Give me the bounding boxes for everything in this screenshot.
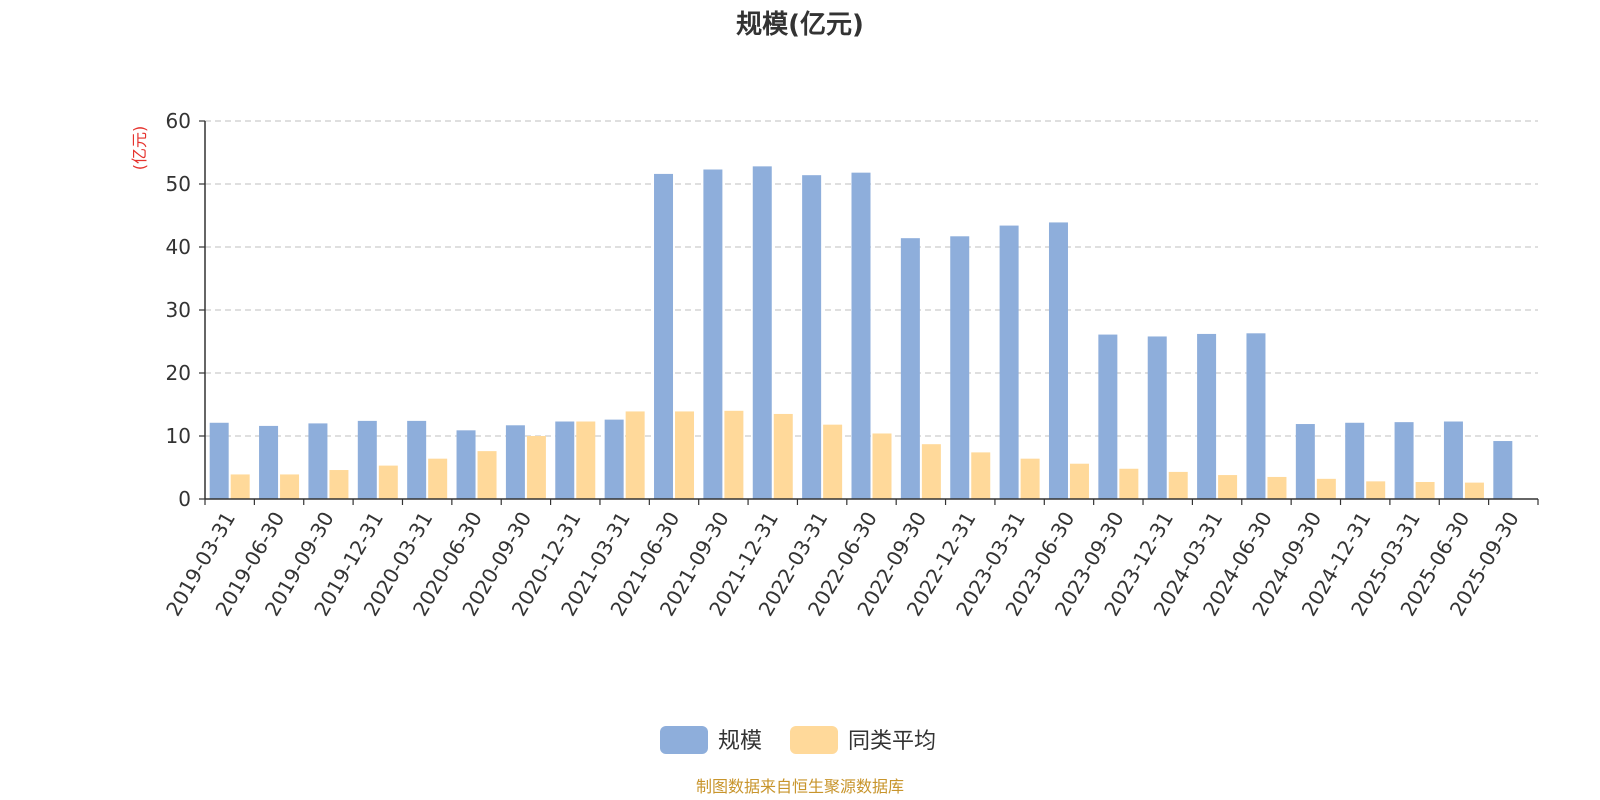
bar-peer-average (872, 433, 892, 499)
bar-peer-average (1464, 482, 1484, 499)
bar-scale (752, 166, 772, 500)
bar-peer-average (329, 470, 349, 499)
bar-peer-average (1267, 476, 1287, 499)
bar-peer-average (230, 474, 250, 499)
y-tick-label: 20 (166, 361, 191, 385)
bar-scale (357, 420, 377, 499)
y-tick-label: 50 (166, 172, 191, 196)
legend-label: 同类平均 (848, 729, 936, 754)
bar-scale (654, 173, 674, 500)
bar-scale (1048, 222, 1068, 499)
legend: 规模 同类平均 (660, 726, 936, 754)
bar-scale (1246, 333, 1266, 499)
bar-peer-average (1168, 471, 1188, 499)
bar-scale (604, 419, 624, 499)
bar-peer-average (1020, 458, 1040, 499)
bar-peer-average (526, 436, 546, 499)
y-tick-label: 0 (178, 487, 191, 511)
bar-peer-average (1069, 463, 1089, 499)
bar-peer-average (1218, 475, 1238, 499)
bars (209, 166, 1513, 500)
bar-scale (900, 238, 920, 499)
bar-peer-average (280, 474, 300, 499)
bar-peer-average (675, 411, 695, 499)
y-tick-label: 30 (166, 298, 191, 322)
bar-peer-average (1366, 481, 1386, 499)
bar-scale (1295, 424, 1315, 499)
y-axis-unit: (亿元) (130, 126, 149, 171)
bar-scale (555, 421, 575, 499)
bar-peer-average (625, 411, 645, 499)
bar-peer-average (378, 465, 398, 499)
y-tick-label: 60 (166, 109, 191, 133)
chart-title: 规模(亿元) (736, 10, 864, 40)
bar-peer-average (971, 452, 991, 499)
bar-peer-average (823, 424, 843, 499)
bar-scale (209, 422, 229, 499)
bar-peer-average (724, 410, 744, 499)
bar-scale (851, 172, 871, 499)
bar-peer-average (921, 444, 941, 499)
bar-scale (1098, 334, 1118, 499)
bar-peer-average (773, 413, 793, 499)
bar-scale (1345, 422, 1365, 499)
legend-swatch (660, 726, 708, 754)
bar-peer-average (477, 451, 497, 499)
bar-scale (1493, 441, 1513, 499)
data-source-note: 制图数据来自恒生聚源数据库 (696, 777, 904, 796)
gridlines (205, 120, 1538, 437)
bar-scale (1443, 421, 1463, 499)
bar-scale (802, 175, 822, 499)
bar-scale (999, 225, 1019, 499)
bar-scale (456, 430, 476, 499)
x-axis-ticks: 2019-03-312019-06-302019-09-302019-12-31… (161, 499, 1539, 620)
y-axis-ticks: 0 10 20 30 40 50 60 (166, 109, 205, 511)
y-tick-label: 10 (166, 424, 191, 448)
bar-peer-average (428, 458, 448, 499)
bar-peer-average (1119, 468, 1139, 499)
bar-scale (1197, 333, 1217, 499)
bar-scale (1147, 336, 1167, 499)
y-tick-label: 40 (166, 235, 191, 259)
bar-scale (1394, 422, 1414, 499)
bar-peer-average (576, 421, 596, 499)
bar-scale (703, 169, 723, 499)
legend-label: 规模 (718, 729, 762, 754)
bar-peer-average (1316, 478, 1336, 499)
legend-swatch (790, 726, 838, 754)
bar-scale (505, 425, 525, 499)
bar-peer-average (1415, 481, 1435, 499)
bar-scale (407, 420, 427, 499)
bar-scale (259, 425, 279, 499)
bar-scale (308, 423, 328, 499)
bar-scale (950, 236, 970, 500)
